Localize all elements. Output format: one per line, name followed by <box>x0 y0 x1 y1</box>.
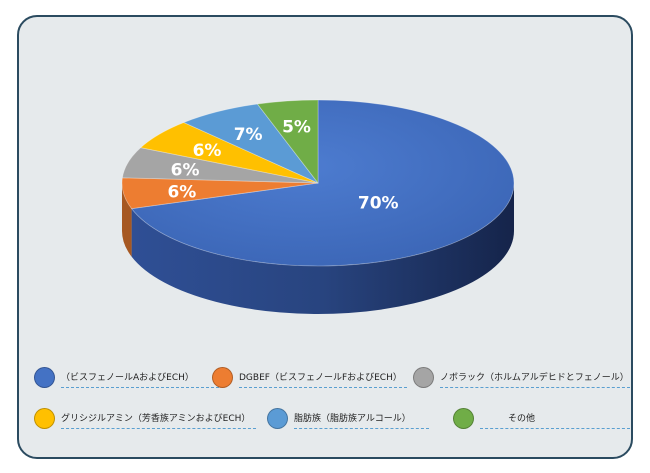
pie-slice-5 <box>256 99 319 185</box>
pie-data-label-5: 5% <box>282 118 311 138</box>
pie-data-label-2: 6% <box>171 161 200 181</box>
pie-side <box>122 183 514 314</box>
pie-labels: 70%6%6%6%7% 5% <box>167 118 398 214</box>
pie-slice-3 <box>139 122 319 184</box>
pie-slice-4 <box>182 103 319 184</box>
pie-data-label-1: 6% <box>167 182 196 202</box>
pie-slice-0 <box>130 99 515 267</box>
pie-data-label-4: 7% <box>234 125 263 145</box>
pie-data-label-3: 6% <box>193 141 222 161</box>
pie-side-1 <box>122 183 132 257</box>
pie-slice-2 <box>121 147 319 184</box>
pie-side-0 <box>131 183 514 314</box>
pie-data-label-0: 70% <box>358 194 399 214</box>
pie-top <box>121 99 515 267</box>
pie-slice-1 <box>121 177 319 210</box>
